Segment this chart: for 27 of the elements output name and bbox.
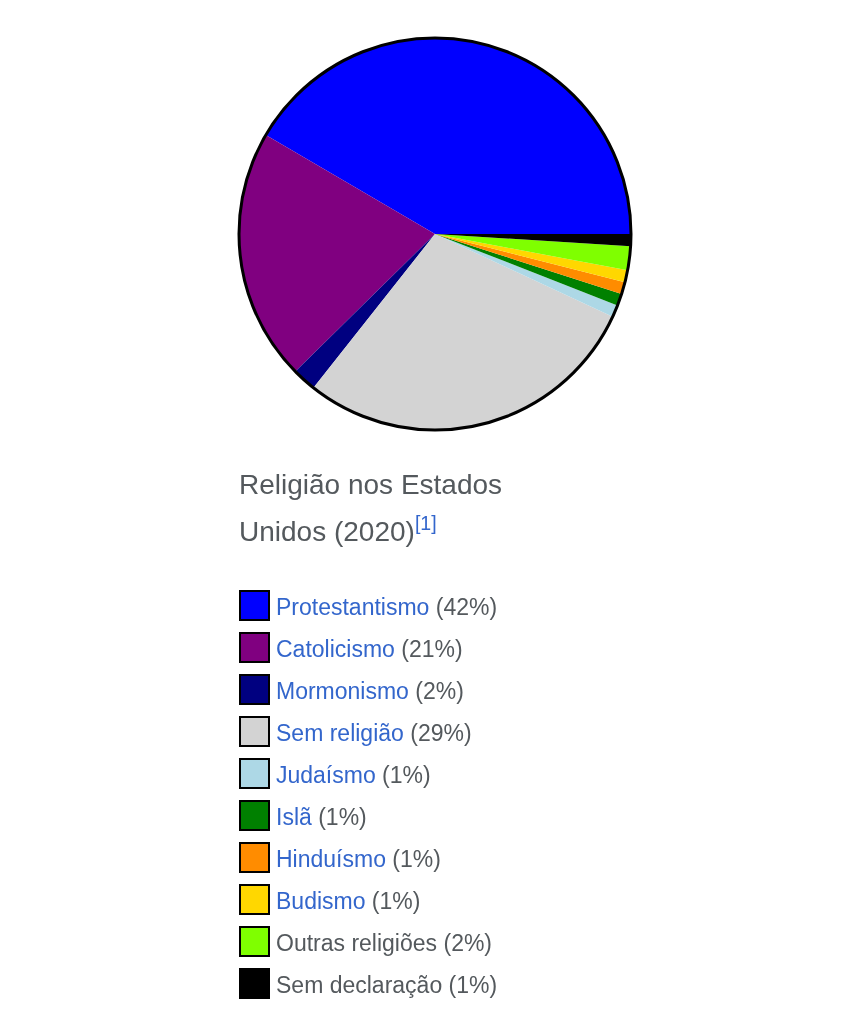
legend-label: Budismo [276,888,366,914]
pie-slice [239,135,435,372]
data-label: (1%) [385,846,441,872]
text: Religião nos Estados Unidos (2020)$^{[1]}$ [239,469,503,547]
legend-label: Sem religião [276,720,404,746]
pie-slice [295,234,435,388]
data-label: (1%) [311,804,367,830]
data-label: (2%) [437,930,493,956]
legend-label: Judaísmo [276,762,376,788]
legend-label: Hinduísmo [276,846,386,872]
data-label: (1%) [442,972,498,998]
data-label: (1%) [375,762,431,788]
data-label: (21%) [394,636,463,662]
pie-slice [265,38,631,234]
legend-label: Catolicismo [276,636,395,662]
legend-label: Sem declaração [276,972,443,998]
pie-slice [313,234,613,430]
legend-label: Islã [276,804,312,830]
data-label: (42%) [429,594,498,620]
pie-slice [435,234,628,283]
legend-label: Outras religiões [276,930,438,956]
data-label: (1%) [365,888,421,914]
data-label: (29%) [403,720,472,746]
legend-label: Mormonismo [276,678,409,704]
pie-slice [435,234,631,271]
legend-label: Protestantismo [276,594,430,620]
data-label: (2%) [408,678,464,704]
